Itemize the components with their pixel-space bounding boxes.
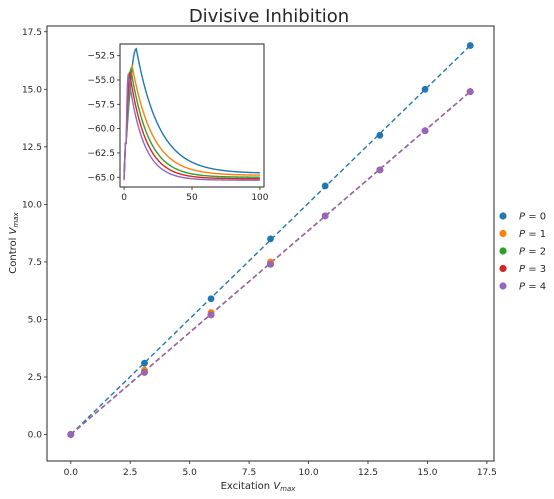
legend-label: P = 3: [519, 264, 546, 275]
y-tick-label: 10.0: [22, 200, 42, 210]
chart-title: Divisive Inhibition: [189, 6, 349, 27]
point-p0: [141, 359, 148, 367]
inset-x-tick-label: 50: [186, 193, 198, 203]
point-p4: [267, 260, 274, 268]
y-tick-label: 12.5: [22, 143, 42, 153]
legend-label: P = 2: [519, 247, 546, 258]
point-p4: [376, 166, 384, 174]
inset-x-ticks: 0 50 100: [121, 187, 269, 203]
legend-marker: [499, 229, 507, 238]
main-x-ticks: 0.0 2.5 5.0 7.5 10.0 12.5 15.0 17.5: [64, 461, 497, 478]
inset-y-tick-label: −55.0: [87, 76, 115, 86]
y-tick-label: 2.5: [28, 373, 42, 383]
x-axis-label: Excitation Vmax: [221, 481, 297, 493]
y-tick-label: 0.0: [28, 431, 43, 441]
inset-y-tick-label: −60.0: [87, 125, 115, 135]
legend-label: P = 4: [519, 282, 546, 293]
legend-label: P = 1: [519, 229, 546, 240]
main-axes: 0.0 2.5 5.0 7.5 10.0 12.5 15.0 17.5 0.0 2.5 5.0 7.…: [22, 25, 497, 478]
point-p0: [376, 131, 384, 139]
point-p4: [141, 368, 148, 376]
point-p4: [421, 127, 429, 135]
x-tick-label: 17.5: [477, 468, 497, 478]
inset-trace-p4: [123, 74, 260, 181]
x-tick-label: 15.0: [417, 468, 437, 478]
inset-y-tick-label: −52.5: [87, 52, 115, 62]
x-tick-label: 2.5: [123, 468, 137, 478]
fit-line-p0: [70, 45, 471, 436]
inset-axes: 0 50 100 −65.0 −62.5 −60.0 −57.5 −55.0 −52.5: [87, 43, 269, 203]
inset-trace-p0: [123, 47, 260, 174]
inset-y-tick-label: −62.5: [87, 149, 115, 159]
inset-y-tick-label: −57.5: [87, 100, 115, 110]
y-axis-label: Control Vmax: [8, 211, 20, 273]
x-tick-label: 12.5: [358, 468, 378, 478]
inset-x-tick-label: 100: [251, 193, 268, 203]
point-p0: [421, 85, 429, 93]
point-p0: [207, 295, 215, 303]
x-tick-label: 0.0: [64, 468, 79, 478]
y-tick-label: 15.0: [22, 85, 42, 95]
main-plot-frame: [46, 25, 495, 462]
point-p4: [321, 212, 329, 220]
point-p4: [466, 88, 474, 95]
legend-marker: [499, 212, 507, 220]
y-tick-label: 17.5: [22, 28, 42, 38]
inset-y-ticks: −65.0 −62.5 −60.0 −57.5 −55.0 −52.5: [87, 52, 120, 183]
legend-marker: [499, 282, 507, 290]
inset-trace-p2: [123, 66, 260, 179]
inset-traces: [123, 47, 260, 181]
x-tick-label: 7.5: [242, 468, 256, 478]
point-p0: [466, 42, 474, 49]
inset-background: [120, 44, 264, 187]
point-p4: [67, 431, 75, 438]
main-y-ticks: 0.0 2.5 5.0 7.5 10.0 12.5 15.0 17.5: [22, 28, 47, 441]
point-p0: [321, 182, 329, 190]
y-tick-label: 7.5: [28, 258, 42, 268]
legend: P = 0 P = 1 P = 2 P = 3 P = 4: [499, 212, 546, 293]
y-tick-label: 5.0: [28, 315, 43, 325]
legend-marker: [499, 264, 507, 273]
point-p0: [267, 235, 274, 243]
x-tick-label: 10.0: [299, 468, 319, 478]
inset-y-tick-label: −65.0: [87, 173, 115, 183]
point-p4: [207, 311, 215, 319]
inset-trace-p1: [123, 64, 260, 177]
inset-trace-p3: [123, 72, 260, 180]
legend-label: P = 0: [519, 212, 546, 223]
inset-x-tick-label: 0: [121, 193, 127, 203]
data-points: [67, 42, 474, 438]
x-tick-label: 5.0: [182, 468, 197, 478]
legend-marker: [499, 247, 507, 255]
fit-lines: [70, 45, 471, 436]
